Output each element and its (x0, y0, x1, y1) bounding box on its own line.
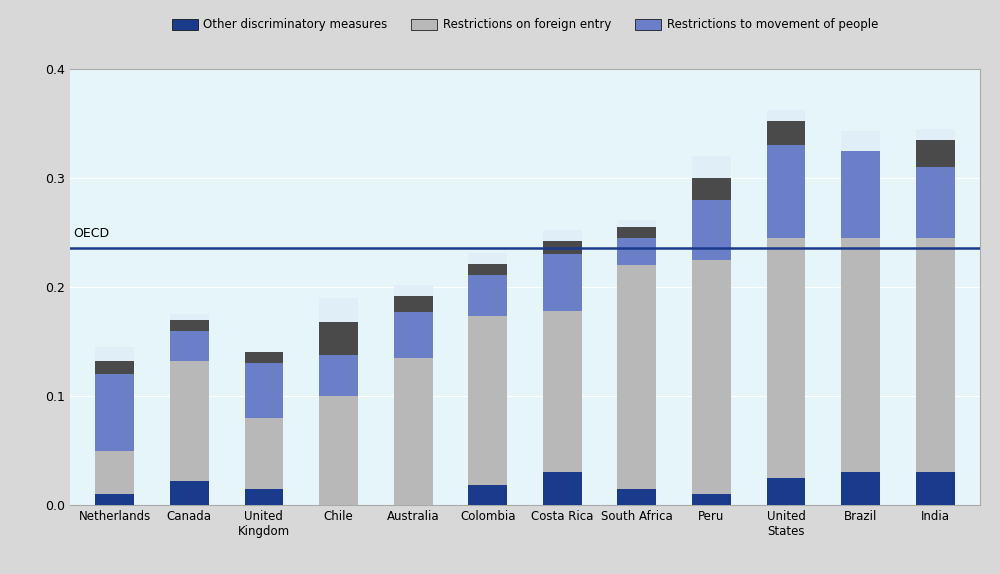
Bar (767, 145, 805, 238)
Bar (916, 140, 955, 167)
Bar (692, 200, 731, 259)
Bar (170, 315, 209, 320)
Bar (394, 296, 433, 312)
Bar (767, 110, 805, 121)
Bar (245, 363, 283, 418)
Bar (95, 374, 134, 451)
Bar (95, 451, 134, 494)
Bar (617, 265, 656, 489)
Bar (767, 478, 805, 505)
Bar (245, 418, 283, 489)
Bar (468, 264, 507, 275)
Bar (617, 227, 656, 238)
Bar (543, 241, 582, 254)
Bar (95, 347, 134, 361)
Bar (468, 253, 507, 264)
Bar (916, 129, 955, 140)
Bar (692, 494, 731, 505)
Bar (543, 254, 582, 311)
Bar (543, 472, 582, 505)
Bar (468, 275, 507, 316)
Bar (245, 489, 283, 505)
Bar (543, 230, 582, 241)
Bar (617, 238, 656, 265)
Bar (543, 311, 582, 472)
Bar (692, 259, 731, 494)
Bar (170, 481, 209, 505)
Bar (767, 238, 805, 478)
Text: OECD: OECD (74, 227, 110, 240)
Bar (468, 486, 507, 505)
Bar (841, 131, 880, 151)
Bar (394, 285, 433, 296)
Bar (394, 312, 433, 358)
Bar (767, 121, 805, 145)
Bar (170, 331, 209, 361)
Bar (170, 361, 209, 481)
Bar (245, 352, 283, 363)
Bar (841, 238, 880, 472)
Bar (617, 220, 656, 227)
Bar (916, 238, 955, 472)
Bar (319, 322, 358, 355)
Bar (692, 156, 731, 178)
Bar (170, 320, 209, 331)
Bar (468, 316, 507, 486)
Bar (841, 472, 880, 505)
Bar (841, 151, 880, 238)
Bar (617, 489, 656, 505)
Bar (319, 396, 358, 505)
Bar (95, 361, 134, 374)
Bar (394, 358, 433, 505)
Bar (692, 178, 731, 200)
Bar (916, 167, 955, 238)
Legend: Other discriminatory measures, Restrictions on foreign entry, Restrictions to mo: Other discriminatory measures, Restricti… (167, 14, 883, 36)
Bar (95, 494, 134, 505)
Bar (319, 355, 358, 396)
Bar (319, 298, 358, 322)
Bar (916, 472, 955, 505)
